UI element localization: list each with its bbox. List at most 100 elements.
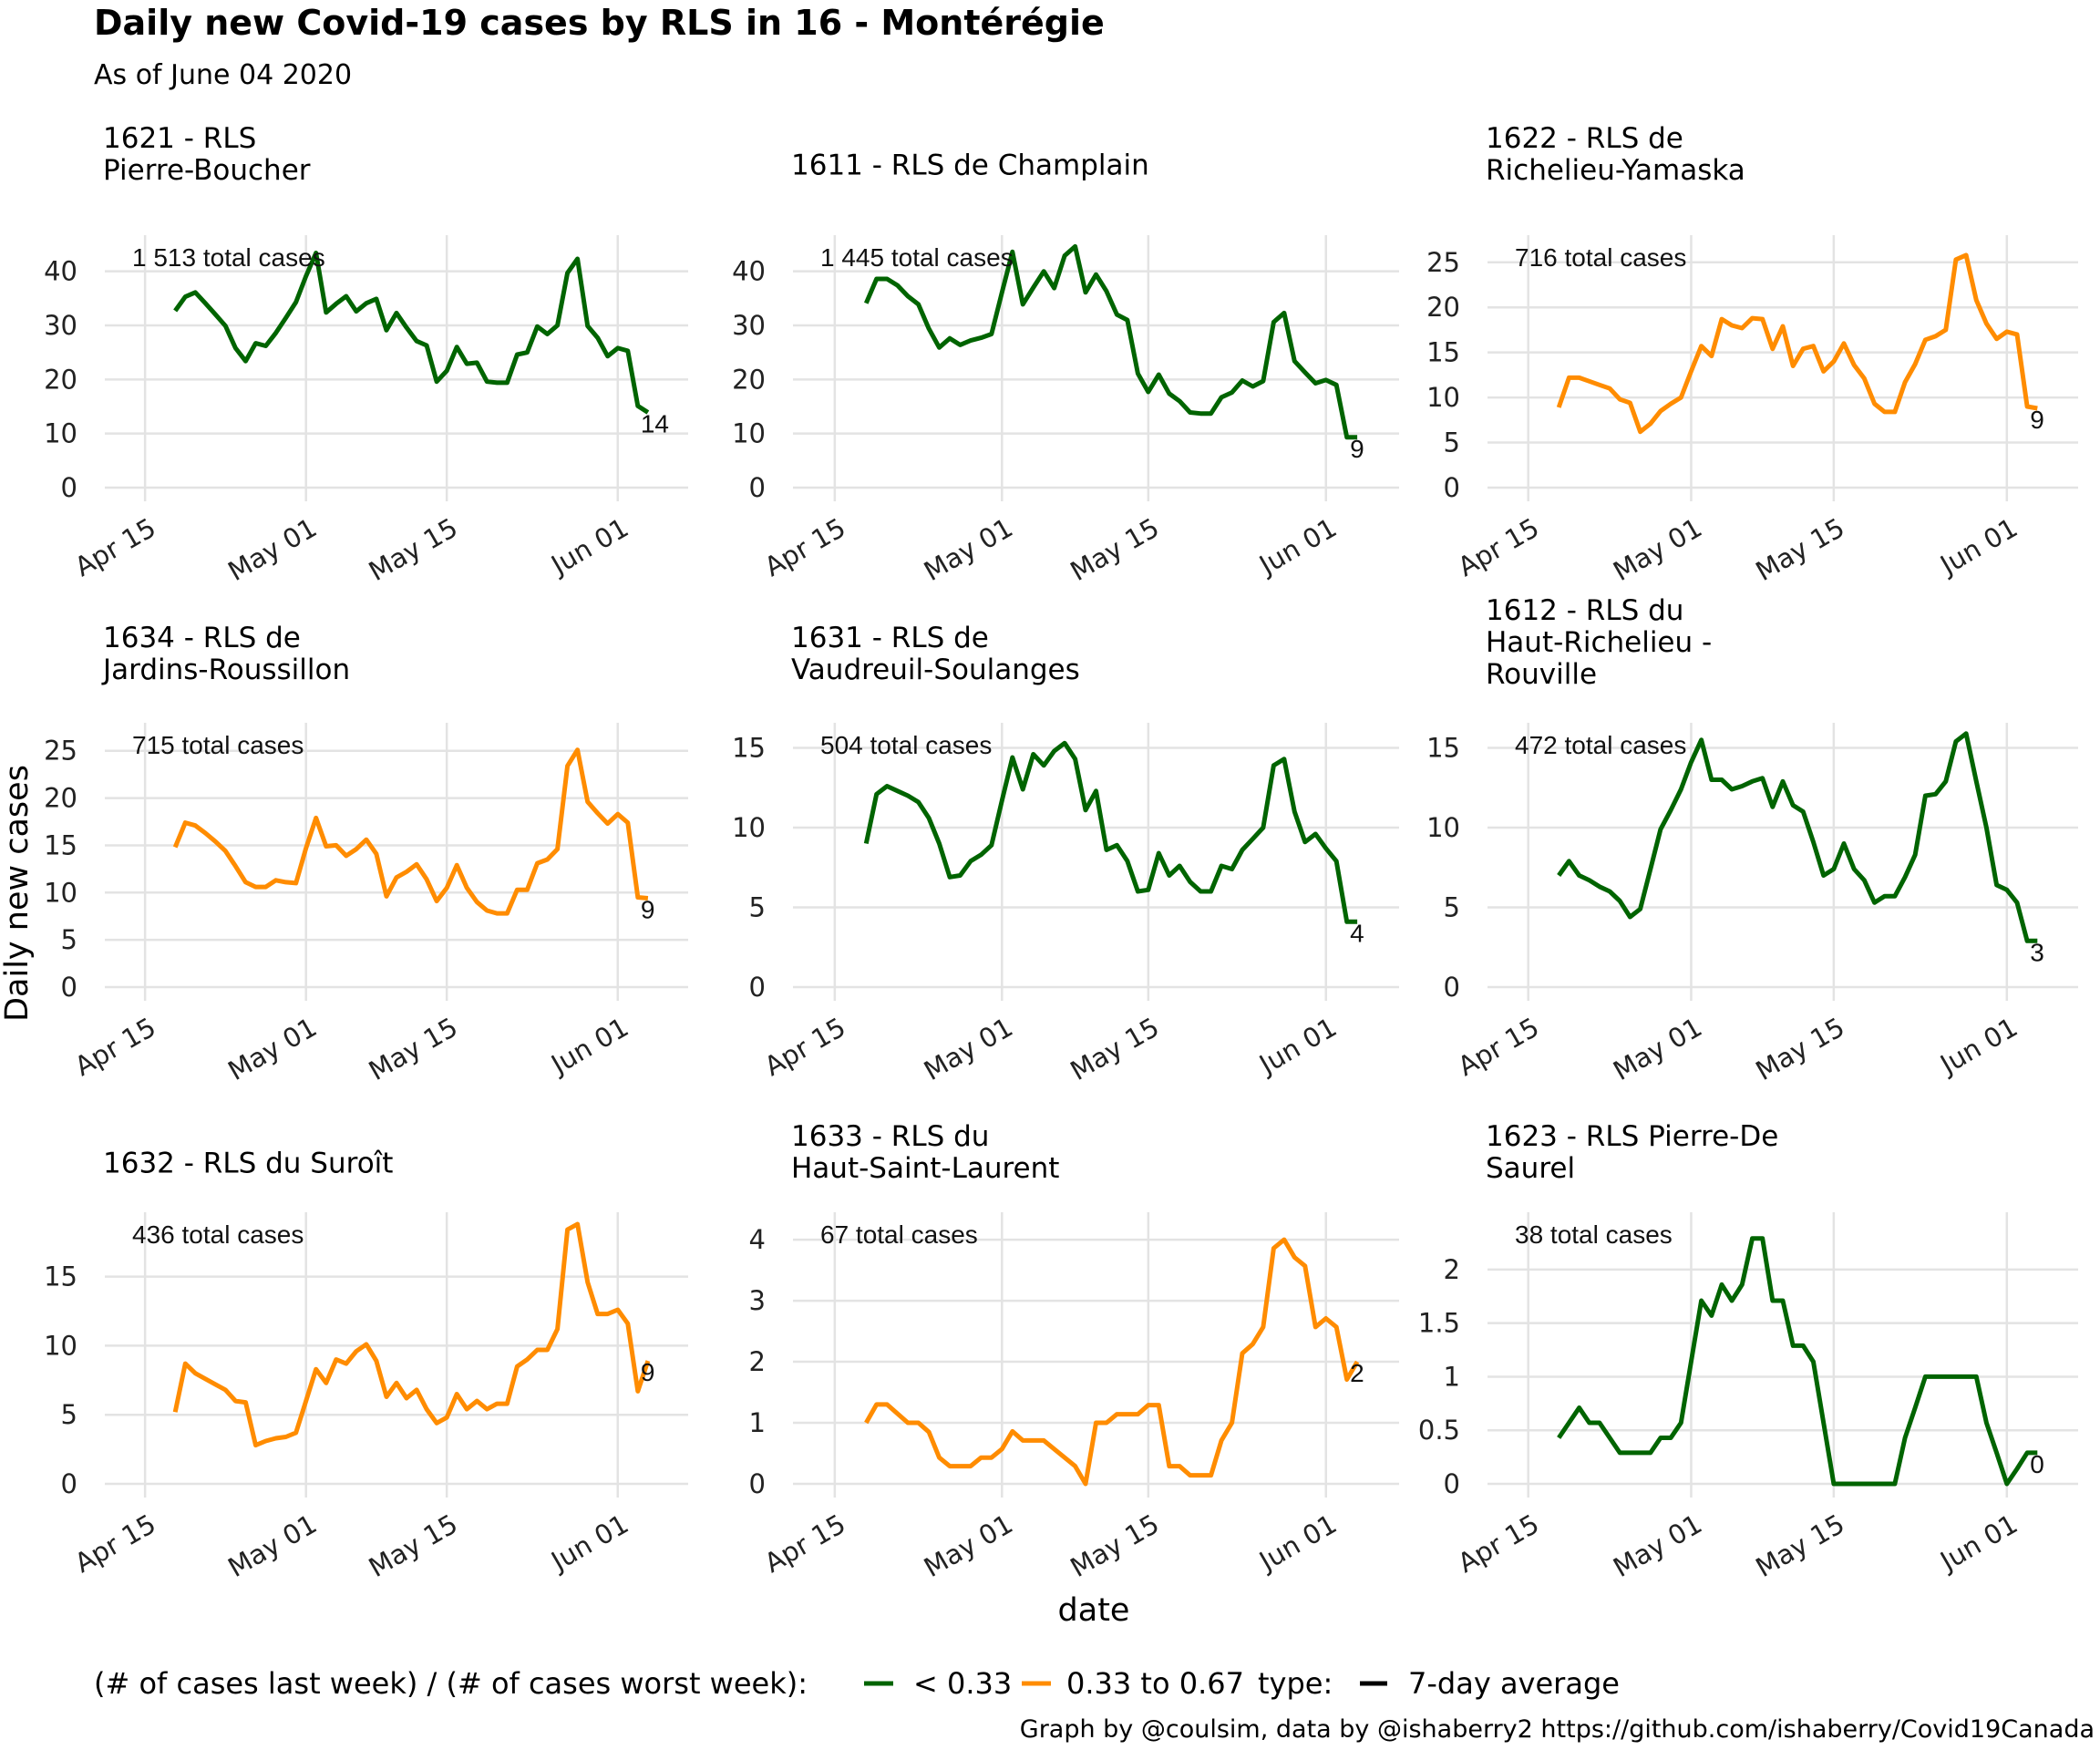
x-tick-label: Apr 15 <box>1453 1012 1544 1083</box>
y-tick-label: 5 <box>1444 892 1460 923</box>
x-tick-label: May 01 <box>919 512 1018 587</box>
x-tick-label: Jun 01 <box>544 1508 633 1578</box>
y-tick-label: 5 <box>61 1399 77 1430</box>
last-value-label: 9 <box>2030 406 2044 434</box>
x-tick-label: Jun 01 <box>1933 1012 2023 1081</box>
y-tick-label: 0 <box>1444 472 1460 503</box>
panel-title-line: Haut-Richelieu - <box>1486 626 1712 659</box>
y-tick-label: 0 <box>749 1468 766 1499</box>
y-tick-label: 20 <box>1426 292 1460 323</box>
y-tick-label: 4 <box>749 1224 766 1255</box>
series-line <box>1556 252 2038 435</box>
panel-gridlines <box>793 1212 1399 1498</box>
series-line <box>1557 731 2038 943</box>
legend-label-type: 7-day average <box>1408 1666 1620 1701</box>
x-tick-label: Jun 01 <box>1933 1508 2023 1578</box>
y-tick-label: 5 <box>749 892 766 923</box>
x-tick-label: May 15 <box>1065 1508 1164 1583</box>
x-tick-label: Jun 01 <box>1933 512 2023 582</box>
panel-title-line: Pierre-Boucher <box>103 154 311 187</box>
y-tick-label: 3 <box>749 1285 766 1316</box>
y-tick-label: 40 <box>44 256 77 287</box>
panel-title-line: 1612 - RLS du <box>1486 594 1683 627</box>
x-tick-label: May 01 <box>1608 1508 1707 1583</box>
panel-gridlines <box>105 235 688 501</box>
panel-title-line: Vaudreuil-Soulanges <box>791 654 1080 686</box>
panel-title-line: 1634 - RLS de <box>103 622 301 654</box>
panel-title-line: 1632 - RLS du Suroît <box>103 1148 393 1180</box>
panel-title-line: 1621 - RLS <box>103 122 256 155</box>
y-tick-label: 1.5 <box>1418 1308 1460 1339</box>
total-cases-label: 38 total cases <box>1515 1220 1673 1249</box>
y-tick-label: 30 <box>44 310 77 341</box>
x-tick-label: Jun 01 <box>544 512 633 582</box>
x-tick-label: May 15 <box>364 1508 463 1583</box>
x-tick-label: Apr 15 <box>69 512 160 583</box>
panel-gridlines <box>105 1212 688 1498</box>
x-tick-label: Apr 15 <box>69 1508 160 1580</box>
x-tick-label: May 15 <box>1750 512 1849 587</box>
last-value-label: 4 <box>1350 919 1364 947</box>
y-tick-label: 25 <box>44 736 77 767</box>
series-line <box>172 747 649 916</box>
x-tick-label: Jun 01 <box>1252 1508 1342 1578</box>
x-tick-label: May 15 <box>1750 1012 1849 1086</box>
x-tick-label: Jun 01 <box>1252 512 1342 582</box>
series-line <box>172 1221 651 1448</box>
legend-label-mid: 0.33 to 0.67 <box>1066 1666 1244 1701</box>
panel-title-line: 1631 - RLS de <box>791 622 989 654</box>
x-tick-label: May 01 <box>1608 512 1707 587</box>
x-tick-label: Jun 01 <box>1252 1012 1342 1081</box>
panel-title-line: 1623 - RLS Pierre-De <box>1486 1120 1778 1153</box>
panel-gridlines <box>1488 1212 2078 1498</box>
y-tick-label: 0 <box>749 472 766 503</box>
y-tick-label: 20 <box>44 364 77 395</box>
x-tick-label: May 01 <box>222 512 322 587</box>
x-tick-label: May 01 <box>919 1012 1018 1086</box>
x-tick-label: May 01 <box>222 1012 322 1086</box>
legend-label-low: < 0.33 <box>913 1666 1012 1701</box>
panel-2: 1611 - RLS de Champlain 0 10 20 30 40 Apr 15 Ma… <box>732 149 1399 587</box>
x-tick-label: Jun 01 <box>544 1012 633 1081</box>
x-tick-label: Apr 15 <box>759 512 850 583</box>
total-cases-label: 67 total cases <box>820 1220 978 1249</box>
y-tick-label: 10 <box>1426 812 1460 843</box>
total-cases-label: 504 total cases <box>820 731 992 759</box>
total-cases-label: 1 445 total cases <box>820 243 1014 272</box>
y-tick-label: 40 <box>732 256 766 287</box>
y-tick-label: 0 <box>1444 1468 1460 1499</box>
panel-title-line: Jardins-Roussillon <box>101 654 350 686</box>
y-tick-label: 1 <box>1444 1361 1460 1392</box>
y-tick-label: 15 <box>1426 337 1460 368</box>
y-tick-label: 0.5 <box>1418 1415 1460 1446</box>
chart-title: Daily new Covid-19 cases by RLS in 16 - … <box>94 3 1105 43</box>
y-tick-label: 10 <box>732 812 766 843</box>
y-tick-label: 15 <box>44 829 77 860</box>
x-axis-title: date <box>1058 1592 1130 1629</box>
y-tick-label: 15 <box>1426 733 1460 764</box>
y-tick-label: 5 <box>61 924 77 955</box>
y-tick-label: 0 <box>749 972 766 1003</box>
total-cases-label: 472 total cases <box>1515 731 1686 759</box>
total-cases-label: 436 total cases <box>132 1220 304 1249</box>
x-tick-label: May 01 <box>222 1508 322 1583</box>
legend-color-title: (# of cases last week) / (# of cases wor… <box>94 1666 808 1701</box>
y-tick-label: 10 <box>44 877 77 908</box>
series-line <box>864 1237 1360 1487</box>
x-tick-label: Apr 15 <box>1453 512 1544 583</box>
panel-gridlines <box>1488 723 2078 1001</box>
total-cases-label: 715 total cases <box>132 731 304 759</box>
chart-subtitle: As of June 04 2020 <box>94 59 352 91</box>
x-tick-label: May 15 <box>1750 1508 1849 1583</box>
y-axis-title: Daily new cases <box>0 765 36 1022</box>
panel-title-line: Richelieu-Yamaska <box>1486 154 1745 187</box>
y-tick-label: 2 <box>749 1346 766 1377</box>
panel-gridlines <box>105 723 688 1001</box>
